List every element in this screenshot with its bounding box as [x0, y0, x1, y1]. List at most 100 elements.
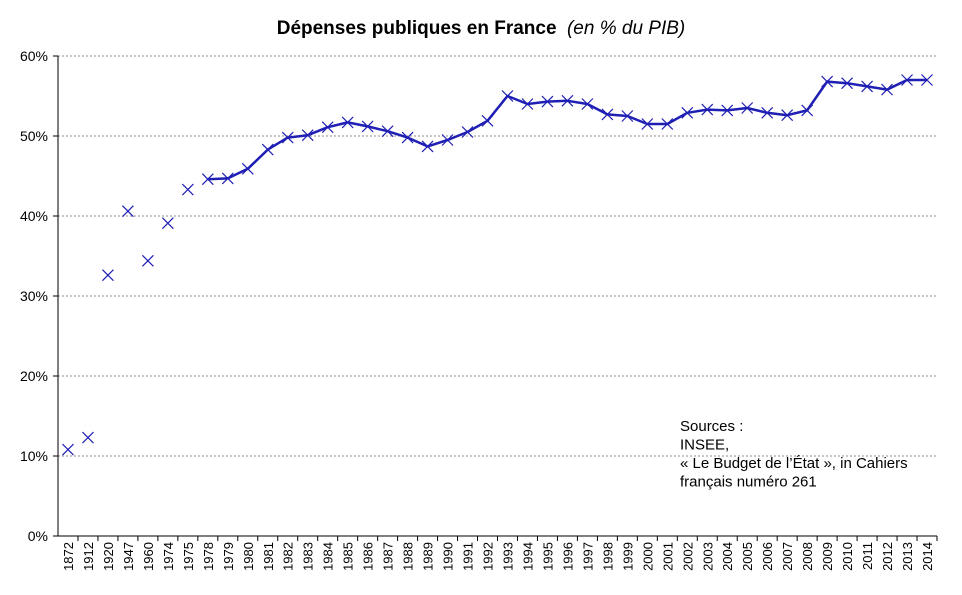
y-tick-label: 40% — [20, 208, 48, 224]
x-tick-label: 1982 — [281, 542, 296, 571]
data-point-marker — [761, 106, 774, 119]
data-point-marker — [161, 217, 174, 230]
x-tick-label: 1990 — [441, 542, 456, 571]
x-tick-label: 2013 — [900, 542, 915, 571]
x-tick-label: 2005 — [740, 542, 755, 571]
x-tick-label: 2008 — [800, 542, 815, 571]
data-point-marker — [581, 98, 594, 110]
sources-line: Sources : — [680, 418, 743, 435]
data-point-marker — [661, 118, 674, 130]
y-tick-label: 0% — [28, 528, 48, 544]
x-tick-label: 2002 — [680, 542, 695, 571]
x-tick-label: 1998 — [600, 542, 615, 571]
data-point-marker — [241, 162, 254, 175]
x-tick-label: 1947 — [121, 542, 136, 571]
chart-title: Dépenses publiques en France (en % du PI… — [277, 18, 686, 39]
x-tick-label: 1988 — [401, 542, 416, 571]
y-tick-label: 30% — [20, 288, 48, 304]
x-tick-label: 1960 — [141, 542, 156, 571]
data-point-marker — [341, 116, 354, 129]
x-tick-label: 2011 — [860, 542, 875, 570]
data-point-marker — [921, 74, 933, 86]
x-tick-label: 2006 — [760, 542, 775, 571]
x-tick-label: 2000 — [640, 542, 655, 571]
data-point-marker — [461, 126, 474, 138]
chart-title-sub: (en % du PIB) — [567, 18, 685, 39]
axes — [53, 55, 938, 541]
data-point-marker — [261, 143, 274, 156]
data-point-marker — [421, 140, 434, 153]
data-point-marker — [201, 173, 214, 186]
series-layer — [62, 74, 933, 456]
data-point-marker — [641, 118, 654, 130]
y-tick-label: 10% — [20, 448, 48, 464]
x-tick-label: 1974 — [161, 542, 176, 571]
data-point-marker — [881, 83, 893, 96]
x-tick-label: 1872 — [61, 542, 76, 571]
chart-title-main: Dépenses publiques en France — [277, 18, 557, 39]
data-point-marker — [221, 172, 234, 185]
data-point-marker — [281, 131, 294, 144]
x-tick-label: 2012 — [880, 542, 895, 571]
x-tick-label: 1986 — [361, 542, 376, 571]
data-point-marker — [781, 109, 794, 122]
x-tick-label: 1991 — [461, 542, 476, 571]
x-tick-label: 2009 — [820, 542, 835, 571]
x-tick-label: 1989 — [421, 542, 436, 571]
x-tick-label: 1912 — [81, 542, 96, 571]
sources-line: français numéro 261 — [680, 474, 817, 491]
data-point-marker — [321, 121, 334, 134]
data-point-marker — [561, 94, 574, 107]
data-point-marker — [541, 95, 554, 108]
x-tick-label: 2014 — [920, 542, 935, 571]
data-point-marker — [821, 75, 834, 88]
data-point-marker — [701, 103, 714, 116]
x-tick-label: 2003 — [700, 542, 715, 571]
data-point-marker — [681, 106, 694, 119]
x-tick-labels: 1872 1912 1920 1947 1960 1974 1975 1978 1979 1980… — [61, 542, 935, 571]
data-point-marker — [801, 104, 814, 117]
data-point-marker — [741, 102, 754, 114]
data-point-marker — [141, 254, 154, 267]
data-point-marker — [82, 431, 94, 444]
x-tick-label: 1985 — [341, 542, 356, 571]
x-tick-label: 1979 — [221, 542, 236, 571]
y-tick-label: 60% — [20, 48, 48, 64]
data-point-marker — [721, 104, 734, 117]
data-point-marker — [102, 269, 114, 282]
x-tick-label: 1920 — [101, 542, 116, 571]
x-tick-label: 2010 — [840, 542, 855, 571]
data-point-marker — [501, 90, 514, 102]
x-tick-label: 2001 — [660, 542, 675, 571]
x-tick-label: 1983 — [301, 542, 316, 571]
x-tick-label: 1995 — [540, 542, 555, 571]
x-tick-label: 1980 — [241, 542, 256, 571]
x-tick-label: 1999 — [620, 542, 635, 571]
x-tick-label: 1996 — [560, 542, 575, 571]
x-tick-label: 1997 — [580, 542, 595, 571]
data-point-marker — [301, 129, 314, 142]
sources-line: INSEE, — [680, 437, 729, 454]
data-point-marker — [621, 110, 634, 122]
data-point-marker — [381, 125, 394, 138]
data-point-marker — [521, 98, 534, 110]
series-line — [207, 78, 927, 181]
x-tick-label: 2004 — [720, 542, 735, 571]
x-tick-label: 2007 — [780, 542, 795, 571]
y-tick-label: 50% — [20, 128, 48, 144]
sources-line: « Le Budget de l’État », in Cahiers — [680, 455, 908, 472]
data-point-marker — [62, 443, 74, 456]
y-tick-labels: 0% 10% 20% 30% 40% 50% 60% — [20, 48, 48, 544]
data-point-marker — [601, 108, 614, 121]
y-tick-label: 20% — [20, 368, 48, 384]
x-tick-label: 1978 — [201, 542, 216, 571]
data-point-marker — [901, 74, 913, 86]
x-tick-label: 1981 — [261, 542, 276, 571]
x-tick-label: 1987 — [381, 542, 396, 571]
x-tick-label: 1993 — [500, 542, 515, 571]
data-point-marker — [441, 134, 454, 146]
x-tick-label: 1992 — [481, 542, 496, 571]
data-point-marker — [861, 80, 874, 93]
